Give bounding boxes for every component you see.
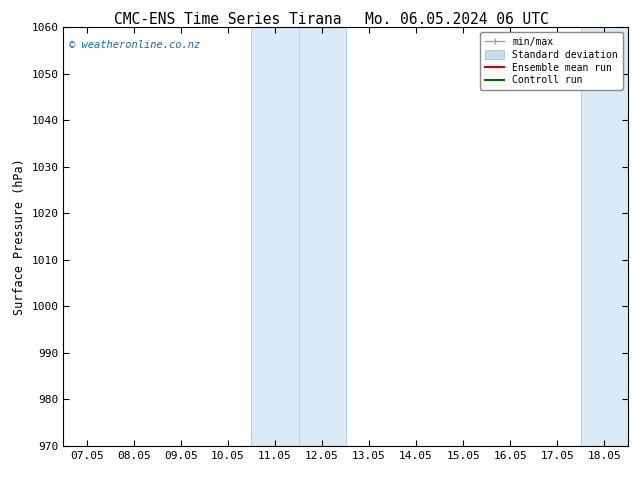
Legend: min/max, Standard deviation, Ensemble mean run, Controll run: min/max, Standard deviation, Ensemble me…: [480, 32, 623, 90]
Text: Mo. 06.05.2024 06 UTC: Mo. 06.05.2024 06 UTC: [365, 12, 548, 27]
Bar: [581, 27, 634, 446]
Text: CMC-ENS Time Series Tirana: CMC-ENS Time Series Tirana: [115, 12, 342, 27]
Y-axis label: Surface Pressure (hPa): Surface Pressure (hPa): [13, 158, 26, 315]
Bar: [252, 27, 346, 446]
Text: © weatheronline.co.nz: © weatheronline.co.nz: [69, 40, 200, 49]
